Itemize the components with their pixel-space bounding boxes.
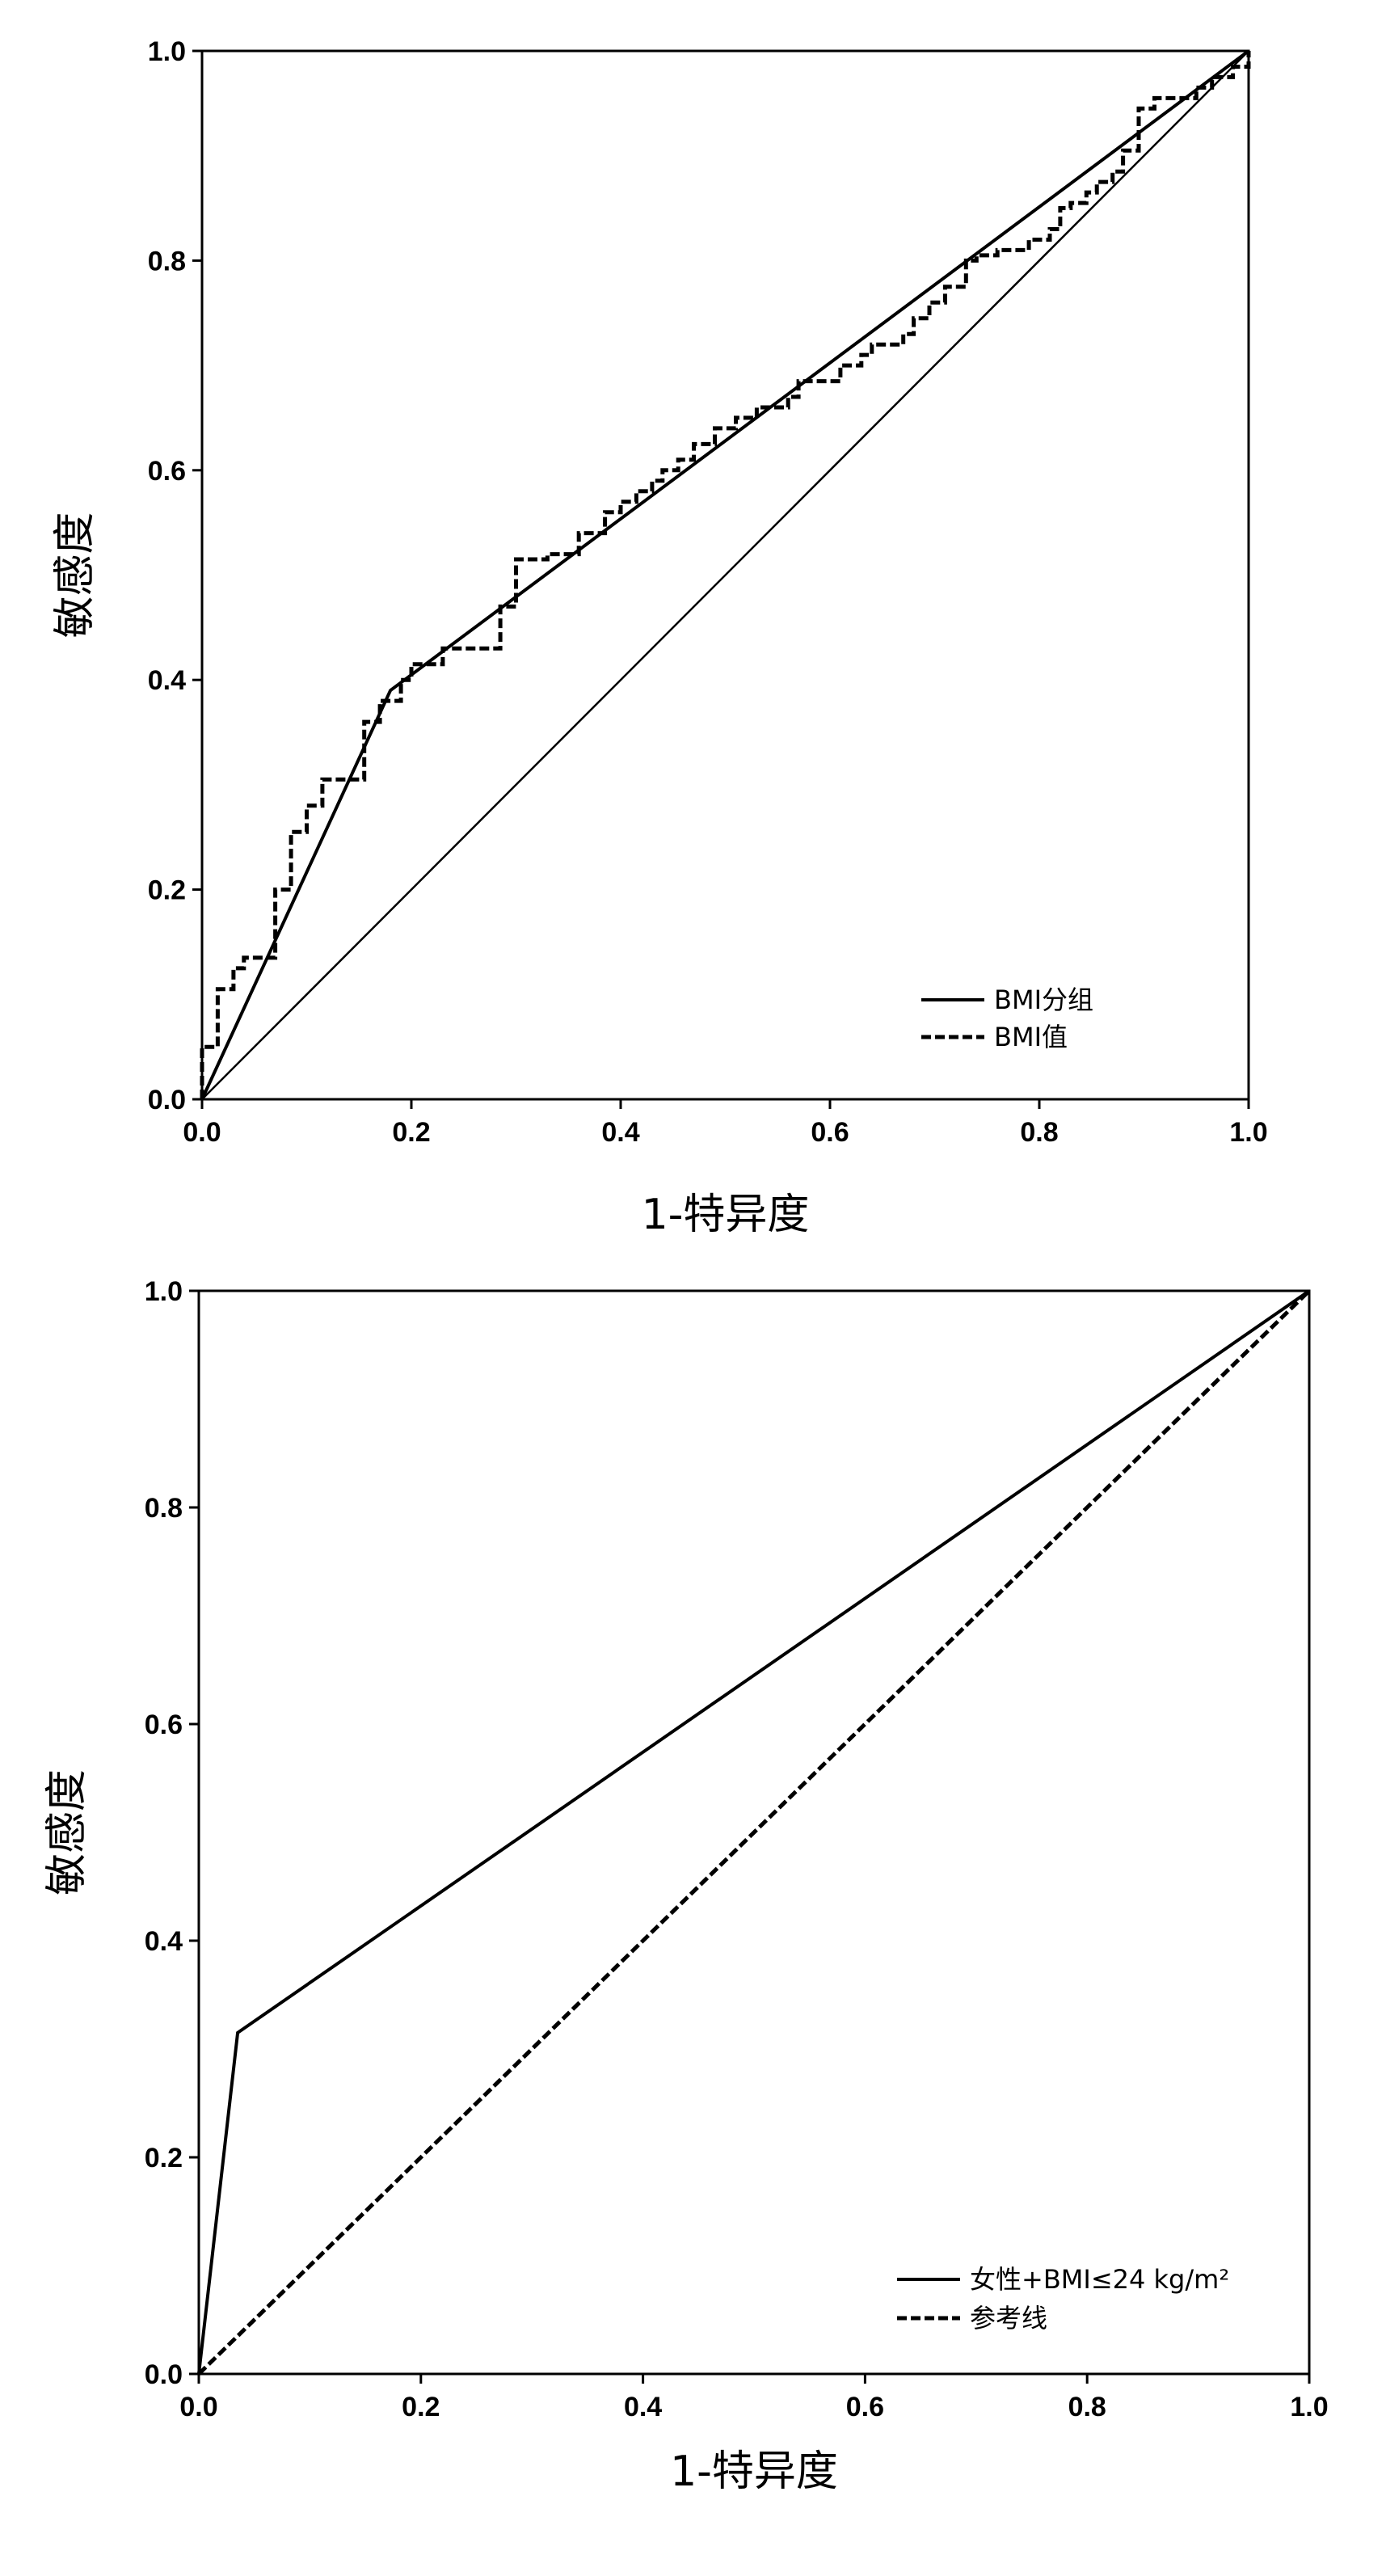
y-tick-label: 0.4 xyxy=(145,1926,183,1957)
series-line-2 xyxy=(200,51,1251,1099)
x-tick-label: 0.2 xyxy=(402,2392,440,2422)
plot-frame xyxy=(200,49,1250,1101)
roc-chart-2: 0.0 0.2 0.4 0.6 0.8 1.0 0.0 0.2 0.4 0.6 0.8 1.0 1-特异… xyxy=(43,1276,1329,2496)
plot-frame xyxy=(197,1289,1311,2376)
y-tick-label: 0.6 xyxy=(145,1710,183,1740)
series-line-1 xyxy=(197,1289,1311,2375)
legend-label: BMI值 xyxy=(994,1022,1068,1052)
y-tick-label: 0.4 xyxy=(148,665,186,696)
x-tick-label: 1.0 xyxy=(1290,2392,1328,2422)
y-tick-label: 0.8 xyxy=(148,246,186,276)
x-axis-title: 1-特异度 xyxy=(642,1191,810,1239)
legend-label: 参考线 xyxy=(970,2303,1047,2334)
x-tick-label: 0.4 xyxy=(601,1117,639,1148)
y-axis-title: 敏感度 xyxy=(43,1769,91,1895)
series-line-1 xyxy=(200,49,1250,1100)
x-tick-label: 0.4 xyxy=(624,2392,662,2422)
x-tick-label: 1.0 xyxy=(1229,1117,1267,1148)
x-tick-label: 0.2 xyxy=(392,1117,430,1148)
y-tick-label: 0.2 xyxy=(148,875,186,906)
x-tick-label: 0.0 xyxy=(183,1117,221,1148)
x-tick-label: 0.0 xyxy=(179,2392,217,2422)
legend-label: 女性+BMI≤24 kg/m² xyxy=(970,2264,1229,2295)
roc-chart-1: 0.0 0.2 0.4 0.6 0.8 1.0 0.0 0.2 0.4 0.6 0.8 1.0 1-特异… xyxy=(51,36,1268,1239)
y-axis-title: 敏感度 xyxy=(51,512,99,638)
legend: 女性+BMI≤24 kg/m² 参考线 xyxy=(897,2264,1229,2334)
y-tick-label: 0.2 xyxy=(145,2143,183,2173)
series-line-3 xyxy=(201,50,1249,1100)
x-tick-label: 0.8 xyxy=(1068,2392,1106,2422)
y-tick-label: 0.6 xyxy=(148,456,186,487)
x-axis-title: 1-特异度 xyxy=(670,2447,838,2496)
y-tick-label: 0.0 xyxy=(148,1085,186,1115)
y-tick-label: 1.0 xyxy=(145,1276,183,1307)
y-tick-label: 0.8 xyxy=(145,1493,183,1524)
x-tick-label: 0.6 xyxy=(811,1117,849,1148)
legend-label: BMI分组 xyxy=(994,984,1093,1015)
y-tick-label: 0.0 xyxy=(145,2359,183,2390)
x-tick-label: 0.6 xyxy=(846,2392,884,2422)
legend: BMI分组 BMI值 xyxy=(921,984,1093,1052)
series-line-2 xyxy=(197,1289,1311,2376)
y-tick-label: 1.0 xyxy=(148,36,186,67)
x-tick-label: 0.8 xyxy=(1020,1117,1058,1148)
